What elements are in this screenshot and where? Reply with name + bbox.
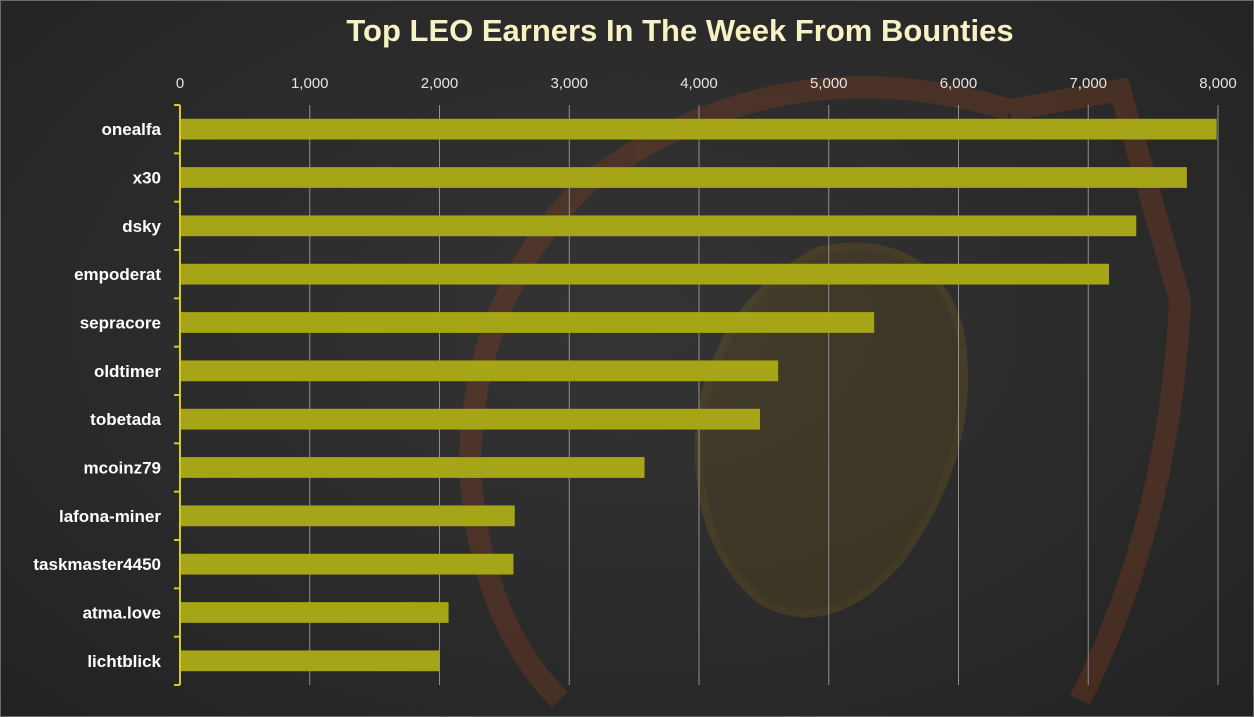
bar-empoderat bbox=[180, 263, 1110, 285]
x-tick-label: 3,000 bbox=[550, 75, 588, 92]
x-tick-label: 4,000 bbox=[680, 75, 718, 92]
x-tick-label: 1,000 bbox=[291, 75, 329, 92]
x-tick-label: 8,000 bbox=[1199, 75, 1237, 92]
bar-atma.love bbox=[180, 602, 449, 623]
bar-dsky bbox=[180, 215, 1137, 237]
x-tick-label: 5,000 bbox=[810, 75, 848, 92]
x-tick-label: 2,000 bbox=[421, 75, 459, 92]
x-tick-label: 0 bbox=[176, 75, 184, 92]
category-label: atma.love bbox=[83, 604, 161, 623]
category-label: mcoinz79 bbox=[84, 459, 161, 478]
category-label: lafona-miner bbox=[59, 507, 161, 526]
category-label: oldtimer bbox=[94, 362, 161, 381]
y-axis bbox=[174, 104, 181, 686]
bar-tobetada bbox=[180, 408, 760, 430]
x-axis-ticks: 0 1,000 2,000 3,000 4,000 5,000 6,000 7,000 8,00… bbox=[176, 75, 1237, 92]
chart-title: Top LEO Earners In The Week From Bountie… bbox=[346, 13, 1014, 48]
bar-sepracore bbox=[180, 312, 875, 333]
category-label: dsky bbox=[122, 217, 161, 236]
x-tick-label: 7,000 bbox=[1069, 75, 1107, 92]
bar-onealfa bbox=[180, 118, 1217, 140]
x-tick-label: 6,000 bbox=[940, 75, 978, 92]
category-label: sepracore bbox=[80, 314, 161, 333]
category-label: lichtblick bbox=[87, 652, 161, 671]
category-label: taskmaster4450 bbox=[33, 555, 161, 574]
bars bbox=[180, 118, 1217, 672]
category-label: tobetada bbox=[90, 410, 161, 429]
bar-oldtimer bbox=[180, 360, 779, 382]
bar-x30 bbox=[180, 167, 1187, 188]
bar-taskmaster4450 bbox=[180, 553, 514, 575]
category-label: onealfa bbox=[101, 120, 161, 139]
category-label: empoderat bbox=[74, 265, 161, 284]
bar-mcoinz79 bbox=[180, 457, 645, 478]
bar-lichtblick bbox=[180, 650, 440, 672]
category-label: x30 bbox=[133, 169, 161, 188]
gridlines bbox=[309, 105, 1219, 685]
y-axis-labels: onealfa x30 dsky empoderat sepracore oldtimer… bbox=[33, 120, 161, 671]
bar-lafona-miner bbox=[180, 505, 515, 527]
